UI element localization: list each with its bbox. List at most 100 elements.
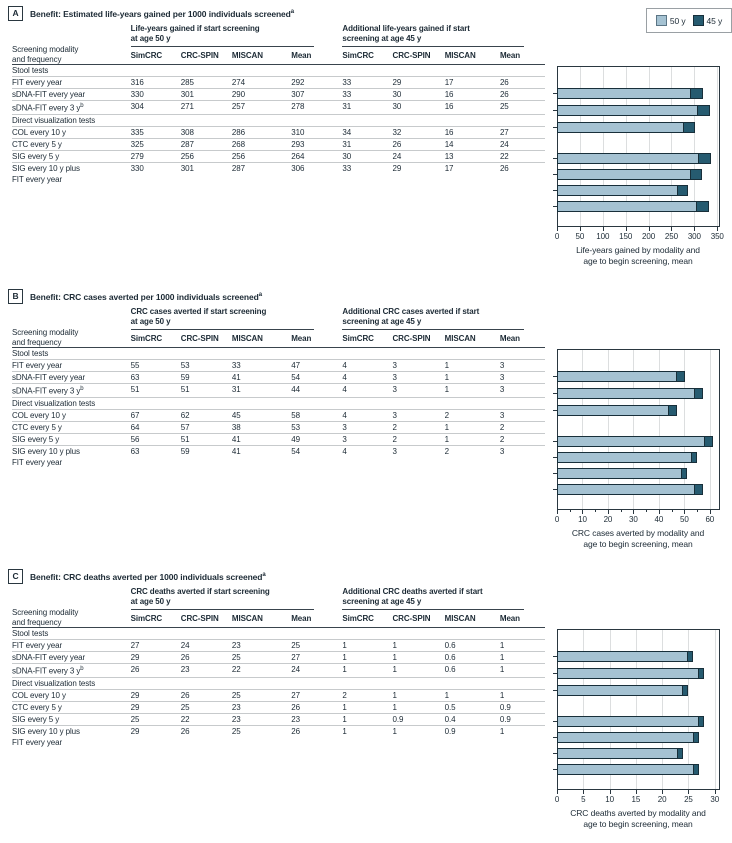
x-tick-label: 30 — [710, 795, 720, 804]
value-cell: 301 — [180, 163, 194, 173]
table-row: sDNA-FIT every 3 yb 51 51 31 44 4 3 1 3 — [12, 383, 545, 398]
bar-45y — [682, 685, 688, 696]
value-cell: 14 — [444, 138, 500, 151]
value-cell: 1 — [342, 713, 393, 726]
bar-45y — [691, 452, 697, 463]
legend-swatch-45y-icon — [692, 15, 704, 26]
value-cell: 3 — [499, 371, 545, 384]
value-cell: 26 — [130, 663, 181, 678]
bar-50y — [557, 122, 684, 133]
section-row: Direct visualization tests — [12, 114, 545, 127]
model-header-miscan: MISCAN — [444, 47, 500, 65]
x-tick-label: 350 — [710, 232, 724, 241]
modality-header-line2: and frequency — [12, 617, 62, 627]
age50-header-line1: CRC cases averted if start screening — [130, 307, 267, 316]
value-cell: 1 — [342, 726, 347, 736]
x-axis-tick — [635, 790, 637, 794]
value-cell: 26 — [291, 701, 343, 714]
value-cell: 308 — [180, 126, 232, 139]
x-tick-label: 40 — [654, 515, 664, 524]
modality-header-line2: and frequency — [12, 337, 62, 347]
value-cell: 27 — [291, 651, 343, 664]
value-cell: 278 — [291, 100, 343, 115]
value-cell: 301 — [180, 88, 232, 101]
value-cell: 59 — [180, 371, 232, 384]
group-header-age45: Additional CRC deaths averted if start sc… — [342, 587, 545, 610]
gridline — [607, 350, 609, 509]
row-label: sDNA-FIT every year — [12, 651, 131, 664]
panel-a: A Benefit: Estimated life-years gained p… — [0, 0, 732, 280]
gridline — [694, 67, 696, 226]
x-axis-label-line1: CRC deaths averted by modality and — [570, 808, 706, 818]
section-header: Stool tests — [12, 627, 545, 640]
gridline — [714, 630, 716, 789]
value-cell: 27 — [130, 639, 181, 652]
bar-45y — [690, 169, 702, 180]
model-header-mean: Mean — [499, 47, 545, 65]
y-axis-tick — [553, 127, 557, 128]
value-cell: 25 — [231, 651, 292, 664]
panel-c-title-text: Benefit: CRC deaths averted per 1000 ind… — [30, 572, 266, 582]
row-label: FIT every year — [12, 359, 131, 372]
value-cell: 31 — [231, 383, 292, 398]
model-header-simcrc: SimCRC — [130, 47, 181, 65]
bar-50y — [557, 405, 669, 416]
age50-header-line1: Life-years gained if start screening — [130, 24, 260, 33]
value-cell: 4 — [342, 383, 393, 398]
model-header-miscan: MISCAN — [444, 330, 500, 348]
group-header-age45: Additional life-years gained if start scr… — [342, 24, 545, 47]
value-cell: 29 — [130, 726, 140, 736]
bar-45y — [687, 651, 693, 662]
bar-45y — [693, 732, 699, 743]
model-header-crcspin: CRC-SPIN — [392, 47, 445, 65]
x-tick-label: 25 — [684, 795, 693, 804]
y-axis-tick — [553, 174, 557, 175]
value-cell: 16 — [444, 126, 500, 139]
value-cell: 304 — [130, 100, 181, 115]
x-axis-minor-tick — [595, 510, 597, 512]
value-cell: 47 — [291, 359, 343, 372]
x-axis-tick — [557, 790, 558, 794]
y-axis-tick — [553, 489, 557, 490]
value-cell: 1 — [444, 433, 500, 446]
value-cell: 1 — [392, 639, 445, 652]
plot-frame — [557, 629, 720, 790]
modality-header-line2: and frequency — [12, 54, 62, 64]
value-cell: 29 — [392, 76, 445, 89]
x-tick-label: 50 — [575, 232, 585, 241]
value-cell: 287 — [231, 163, 245, 173]
value-cell: 26 — [499, 163, 509, 173]
gridline — [625, 67, 627, 226]
model-header-crcspin: CRC-SPIN — [392, 330, 445, 348]
table-row: CTC every 5 y 64 57 38 53 3 2 1 2 — [12, 421, 545, 434]
panel-b: B Benefit: CRC cases averted per 1000 in… — [0, 283, 732, 563]
age45-header-line2: screening at age 45 y — [342, 316, 422, 326]
value-cell: 62 — [180, 409, 232, 422]
bar-45y — [693, 764, 699, 775]
row-label: SIG every 10 y plus FIT every year — [12, 446, 80, 467]
bar-50y — [557, 169, 691, 180]
x-axis-label-line2: age to begin screening, mean — [583, 819, 693, 829]
value-cell: 3 — [392, 409, 445, 422]
value-cell: 17 — [444, 163, 454, 173]
table-row: SIG every 5 y 279 256 256 264 30 24 13 22 — [12, 150, 545, 163]
value-cell: 1 — [444, 689, 500, 702]
value-cell: 271 — [180, 100, 232, 115]
table-row: sDNA-FIT every 3 yb 304 271 257 278 31 30 16 25 — [12, 100, 545, 115]
x-axis-tick — [557, 510, 558, 514]
x-axis-tick — [671, 227, 673, 231]
value-cell: 30 — [342, 150, 393, 163]
value-cell: 274 — [231, 76, 292, 89]
y-axis-tick — [553, 473, 557, 474]
bar-50y — [557, 452, 692, 463]
y-axis-tick — [553, 93, 557, 94]
value-cell: 1 — [342, 701, 393, 714]
bar-45y — [690, 88, 703, 99]
bar-45y — [694, 388, 703, 399]
x-tick-label: 150 — [619, 232, 633, 241]
value-cell: 27 — [291, 689, 343, 702]
value-cell: 4 — [342, 446, 347, 456]
gridline — [602, 67, 604, 226]
bar-50y — [557, 732, 694, 743]
